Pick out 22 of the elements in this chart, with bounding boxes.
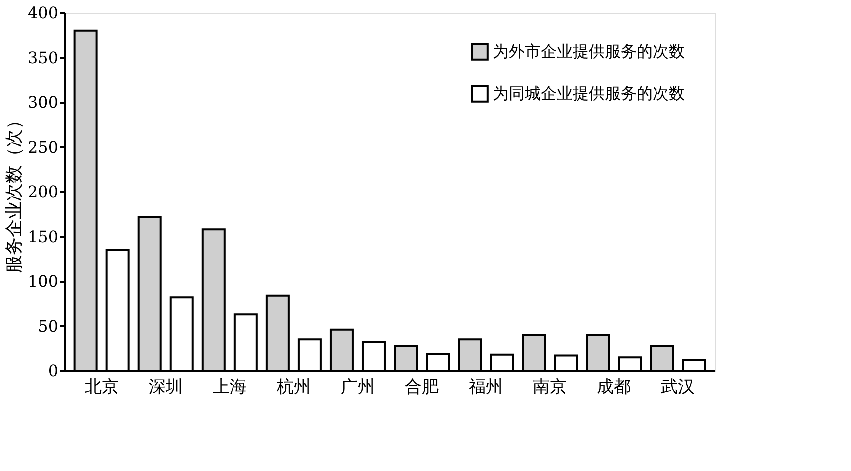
x-tick-label: 北京 [84,378,119,398]
y-tick-label: 400 [28,4,58,22]
x-tick-label: 杭州 [276,378,311,398]
y-tick-label: 250 [28,138,58,157]
y-axis-title: 服务企业次数（次） [4,112,25,274]
y-tick-label: 150 [28,227,58,246]
legend-label: 为外市企业提供服务的次数 [493,42,685,61]
x-tick-label: 上海 [212,378,247,398]
y-tick-label: 0 [48,362,58,380]
x-tick-label: 武汉 [661,378,696,398]
x-tick-label: 福州 [469,378,504,398]
y-tick-label: 100 [28,272,58,291]
y-tick-label: 300 [28,93,58,112]
x-tick-label: 成都 [597,378,632,398]
y-tick-label: 350 [28,48,58,68]
x-tick-label: 南京 [533,378,568,398]
x-tick-label: 合肥 [405,378,440,398]
x-tick-label: 广州 [340,378,375,398]
y-tick-label: 50 [38,316,58,336]
y-tick-label: 200 [28,182,58,202]
legend-label: 为同城企业提供服务的次数 [493,84,685,103]
x-tick-label: 深圳 [148,378,183,398]
